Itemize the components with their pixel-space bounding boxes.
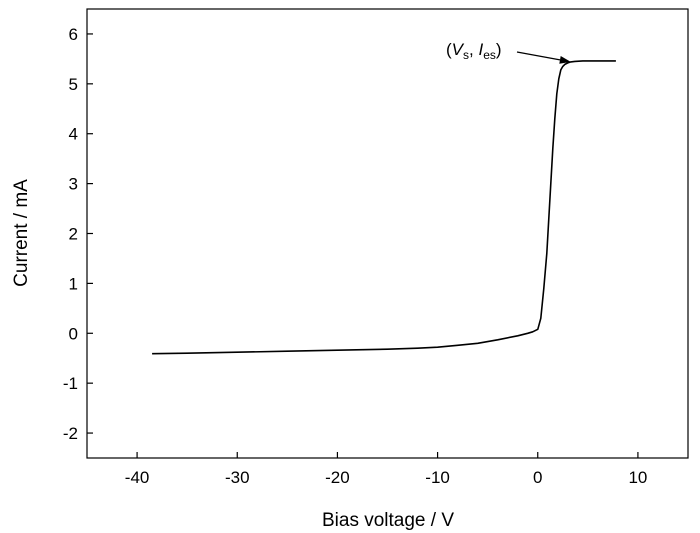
series-line xyxy=(152,60,616,355)
x-axis-ticks xyxy=(136,452,639,458)
x-tick-label: -10 xyxy=(425,468,450,487)
x-tick-label: -40 xyxy=(125,468,150,487)
annotation: (Vs, Ies) xyxy=(446,40,571,64)
x-tick-label: 0 xyxy=(533,468,542,487)
x-axis-tick-labels: -40 -30 -20 -10 0 10 xyxy=(125,468,648,487)
y-tick-label: -1 xyxy=(63,374,78,393)
y-tick-label: 4 xyxy=(69,125,78,144)
plot-frame xyxy=(86,8,689,459)
annotation-label: (Vs, Ies) xyxy=(446,40,502,62)
annotation-comma: , xyxy=(469,40,478,59)
y-tick-label: 5 xyxy=(69,75,78,94)
annotation-arrow-line xyxy=(516,51,561,61)
y-tick-label: 2 xyxy=(69,225,78,244)
annotation-sub-es: es xyxy=(483,48,496,62)
y-tick-label: 0 xyxy=(69,324,78,343)
annotation-sub-s: s xyxy=(463,48,469,62)
annotation-open-paren: ( xyxy=(446,40,452,59)
y-tick-label: -2 xyxy=(63,424,78,443)
y-axis-tick-labels: -2 -1 0 1 2 3 4 5 6 xyxy=(63,25,78,443)
annotation-close-paren: ) xyxy=(496,40,502,59)
x-tick-label: 10 xyxy=(628,468,647,487)
y-axis-ticks xyxy=(87,33,93,434)
y-tick-label: 3 xyxy=(69,175,78,194)
y-tick-label: 1 xyxy=(69,274,78,293)
annotation-i: I xyxy=(478,40,483,59)
y-axis-title: Current / mA xyxy=(11,179,32,287)
x-tick-label: -30 xyxy=(225,468,250,487)
y-tick-label: 6 xyxy=(69,25,78,44)
x-axis-title: Bias voltage / V xyxy=(322,510,454,531)
annotation-v: V xyxy=(452,40,465,59)
x-tick-label: -20 xyxy=(325,468,350,487)
annotation-arrow-head xyxy=(559,56,571,64)
